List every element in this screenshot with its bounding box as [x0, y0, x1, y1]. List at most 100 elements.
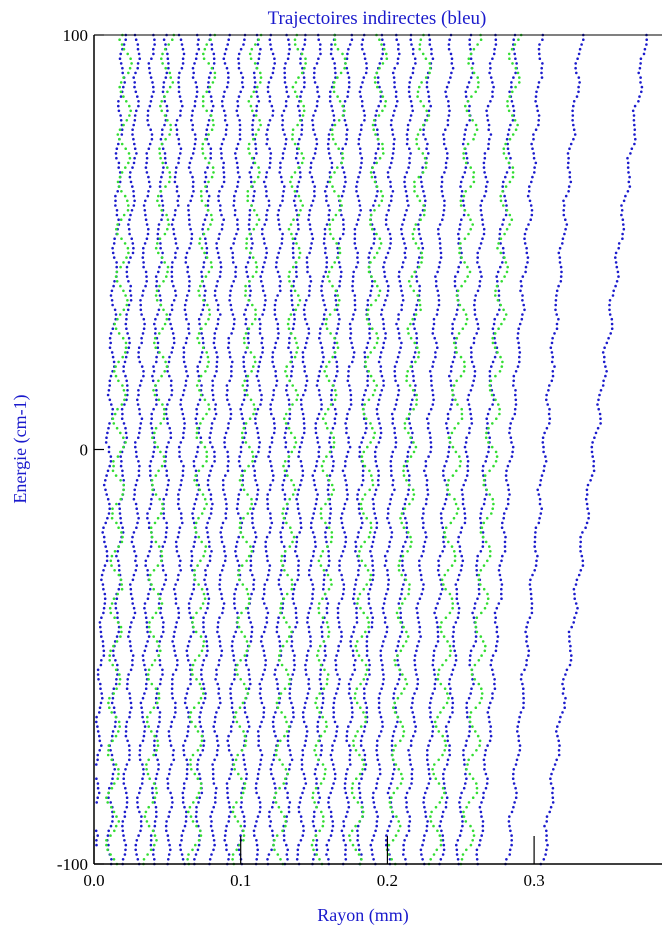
trajectory-point: [130, 621, 133, 624]
trajectory-point: [544, 455, 547, 458]
trajectory-point: [488, 720, 491, 724]
trajectory-point: [269, 407, 272, 411]
trajectory-point: [514, 57, 517, 60]
trajectory-point: [437, 303, 441, 307]
trajectory-point: [234, 152, 237, 155]
trajectory-0-0: [94, 33, 128, 847]
trajectory-point: [397, 43, 400, 46]
trajectory-point: [124, 322, 128, 326]
trajectory-point: [319, 687, 323, 690]
trajectory-point: [571, 114, 575, 117]
trajectory-point: [525, 227, 528, 231]
trajectory-point: [379, 365, 383, 368]
trajectory-point: [577, 573, 581, 577]
trajectory-point: [603, 355, 606, 359]
trajectory-point: [519, 678, 523, 681]
trajectory-point: [626, 156, 629, 160]
trajectory-point: [335, 360, 339, 364]
trajectory-point: [113, 768, 116, 771]
trajectory-point: [255, 497, 258, 501]
trajectory-point: [134, 450, 138, 454]
trajectory-point: [378, 62, 382, 65]
trajectory-point: [355, 185, 358, 188]
trajectory-point: [230, 644, 234, 648]
trajectory-point: [578, 81, 581, 84]
trajectory-point: [317, 455, 321, 458]
trajectory-point: [411, 370, 414, 373]
trajectory-point: [474, 635, 478, 638]
trajectory-point: [149, 502, 153, 506]
trajectory-point: [460, 218, 463, 221]
trajectory-0-4: [149, 33, 186, 866]
trajectory-point: [221, 611, 224, 615]
trajectory-point: [185, 299, 188, 302]
trajectory-point: [192, 587, 195, 591]
trajectory-point: [542, 445, 545, 449]
trajectory-point: [191, 123, 194, 127]
trajectory-point: [194, 469, 198, 473]
trajectory-point: [154, 332, 157, 335]
trajectory-point: [633, 123, 636, 127]
trajectory-point: [479, 521, 483, 525]
trajectory-point: [542, 450, 545, 454]
trajectory-point: [320, 706, 324, 709]
trajectory-point: [372, 858, 375, 861]
trajectory-point: [418, 564, 421, 567]
trajectory-point: [319, 52, 322, 56]
trajectory-point: [114, 734, 118, 738]
trajectory-point: [456, 578, 460, 582]
trajectory-point: [483, 194, 486, 198]
trajectory-point: [463, 521, 467, 525]
trajectory-point: [338, 284, 341, 288]
trajectory-point: [327, 493, 330, 496]
trajectory-point: [292, 256, 295, 259]
trajectory-point: [551, 801, 555, 804]
trajectory-point: [298, 801, 302, 804]
trajectory-point: [502, 516, 506, 520]
trajectory-point: [400, 630, 404, 634]
trajectory-point: [178, 843, 182, 847]
trajectory-point: [408, 119, 412, 122]
trajectory-point: [294, 625, 297, 629]
trajectory-point: [564, 194, 568, 198]
trajectory-point: [513, 801, 516, 804]
trajectory-point: [122, 834, 125, 837]
trajectory-point: [402, 853, 405, 856]
trajectory-point: [513, 52, 516, 56]
trajectory-point: [347, 370, 350, 373]
trajectory-point: [271, 351, 275, 354]
trajectory-point: [459, 810, 463, 814]
trajectory-point: [477, 587, 481, 591]
trajectory-point: [194, 497, 198, 501]
trajectory-point: [514, 370, 518, 373]
trajectory-point: [202, 341, 205, 345]
trajectory-point: [112, 810, 116, 814]
trajectory-point: [510, 85, 513, 89]
trajectory-point: [353, 242, 357, 245]
trajectory-point: [162, 81, 166, 84]
trajectory-point: [255, 104, 259, 108]
trajectory-point: [242, 398, 246, 402]
trajectory-point: [114, 602, 117, 605]
trajectory-point: [360, 772, 364, 776]
trajectory-point: [255, 152, 258, 155]
trajectory-point: [403, 175, 407, 179]
trajectory-point: [308, 275, 312, 278]
trajectory-point: [219, 147, 223, 150]
trajectory-point: [322, 275, 326, 278]
trajectory-point: [164, 407, 168, 411]
trajectory-point: [446, 417, 450, 421]
trajectory-point: [300, 90, 303, 94]
trajectory-point: [333, 379, 336, 383]
trajectory-point: [268, 95, 272, 98]
trajectory-point: [439, 256, 443, 259]
trajectory-point: [180, 853, 184, 856]
trajectory-point: [640, 90, 643, 94]
trajectory-point: [320, 625, 323, 629]
trajectory-point: [108, 336, 112, 340]
trajectory-point: [121, 858, 125, 861]
trajectory-point: [156, 232, 160, 236]
trajectory-point: [218, 583, 221, 586]
trajectory-point: [287, 52, 291, 56]
trajectory-point: [536, 109, 539, 113]
